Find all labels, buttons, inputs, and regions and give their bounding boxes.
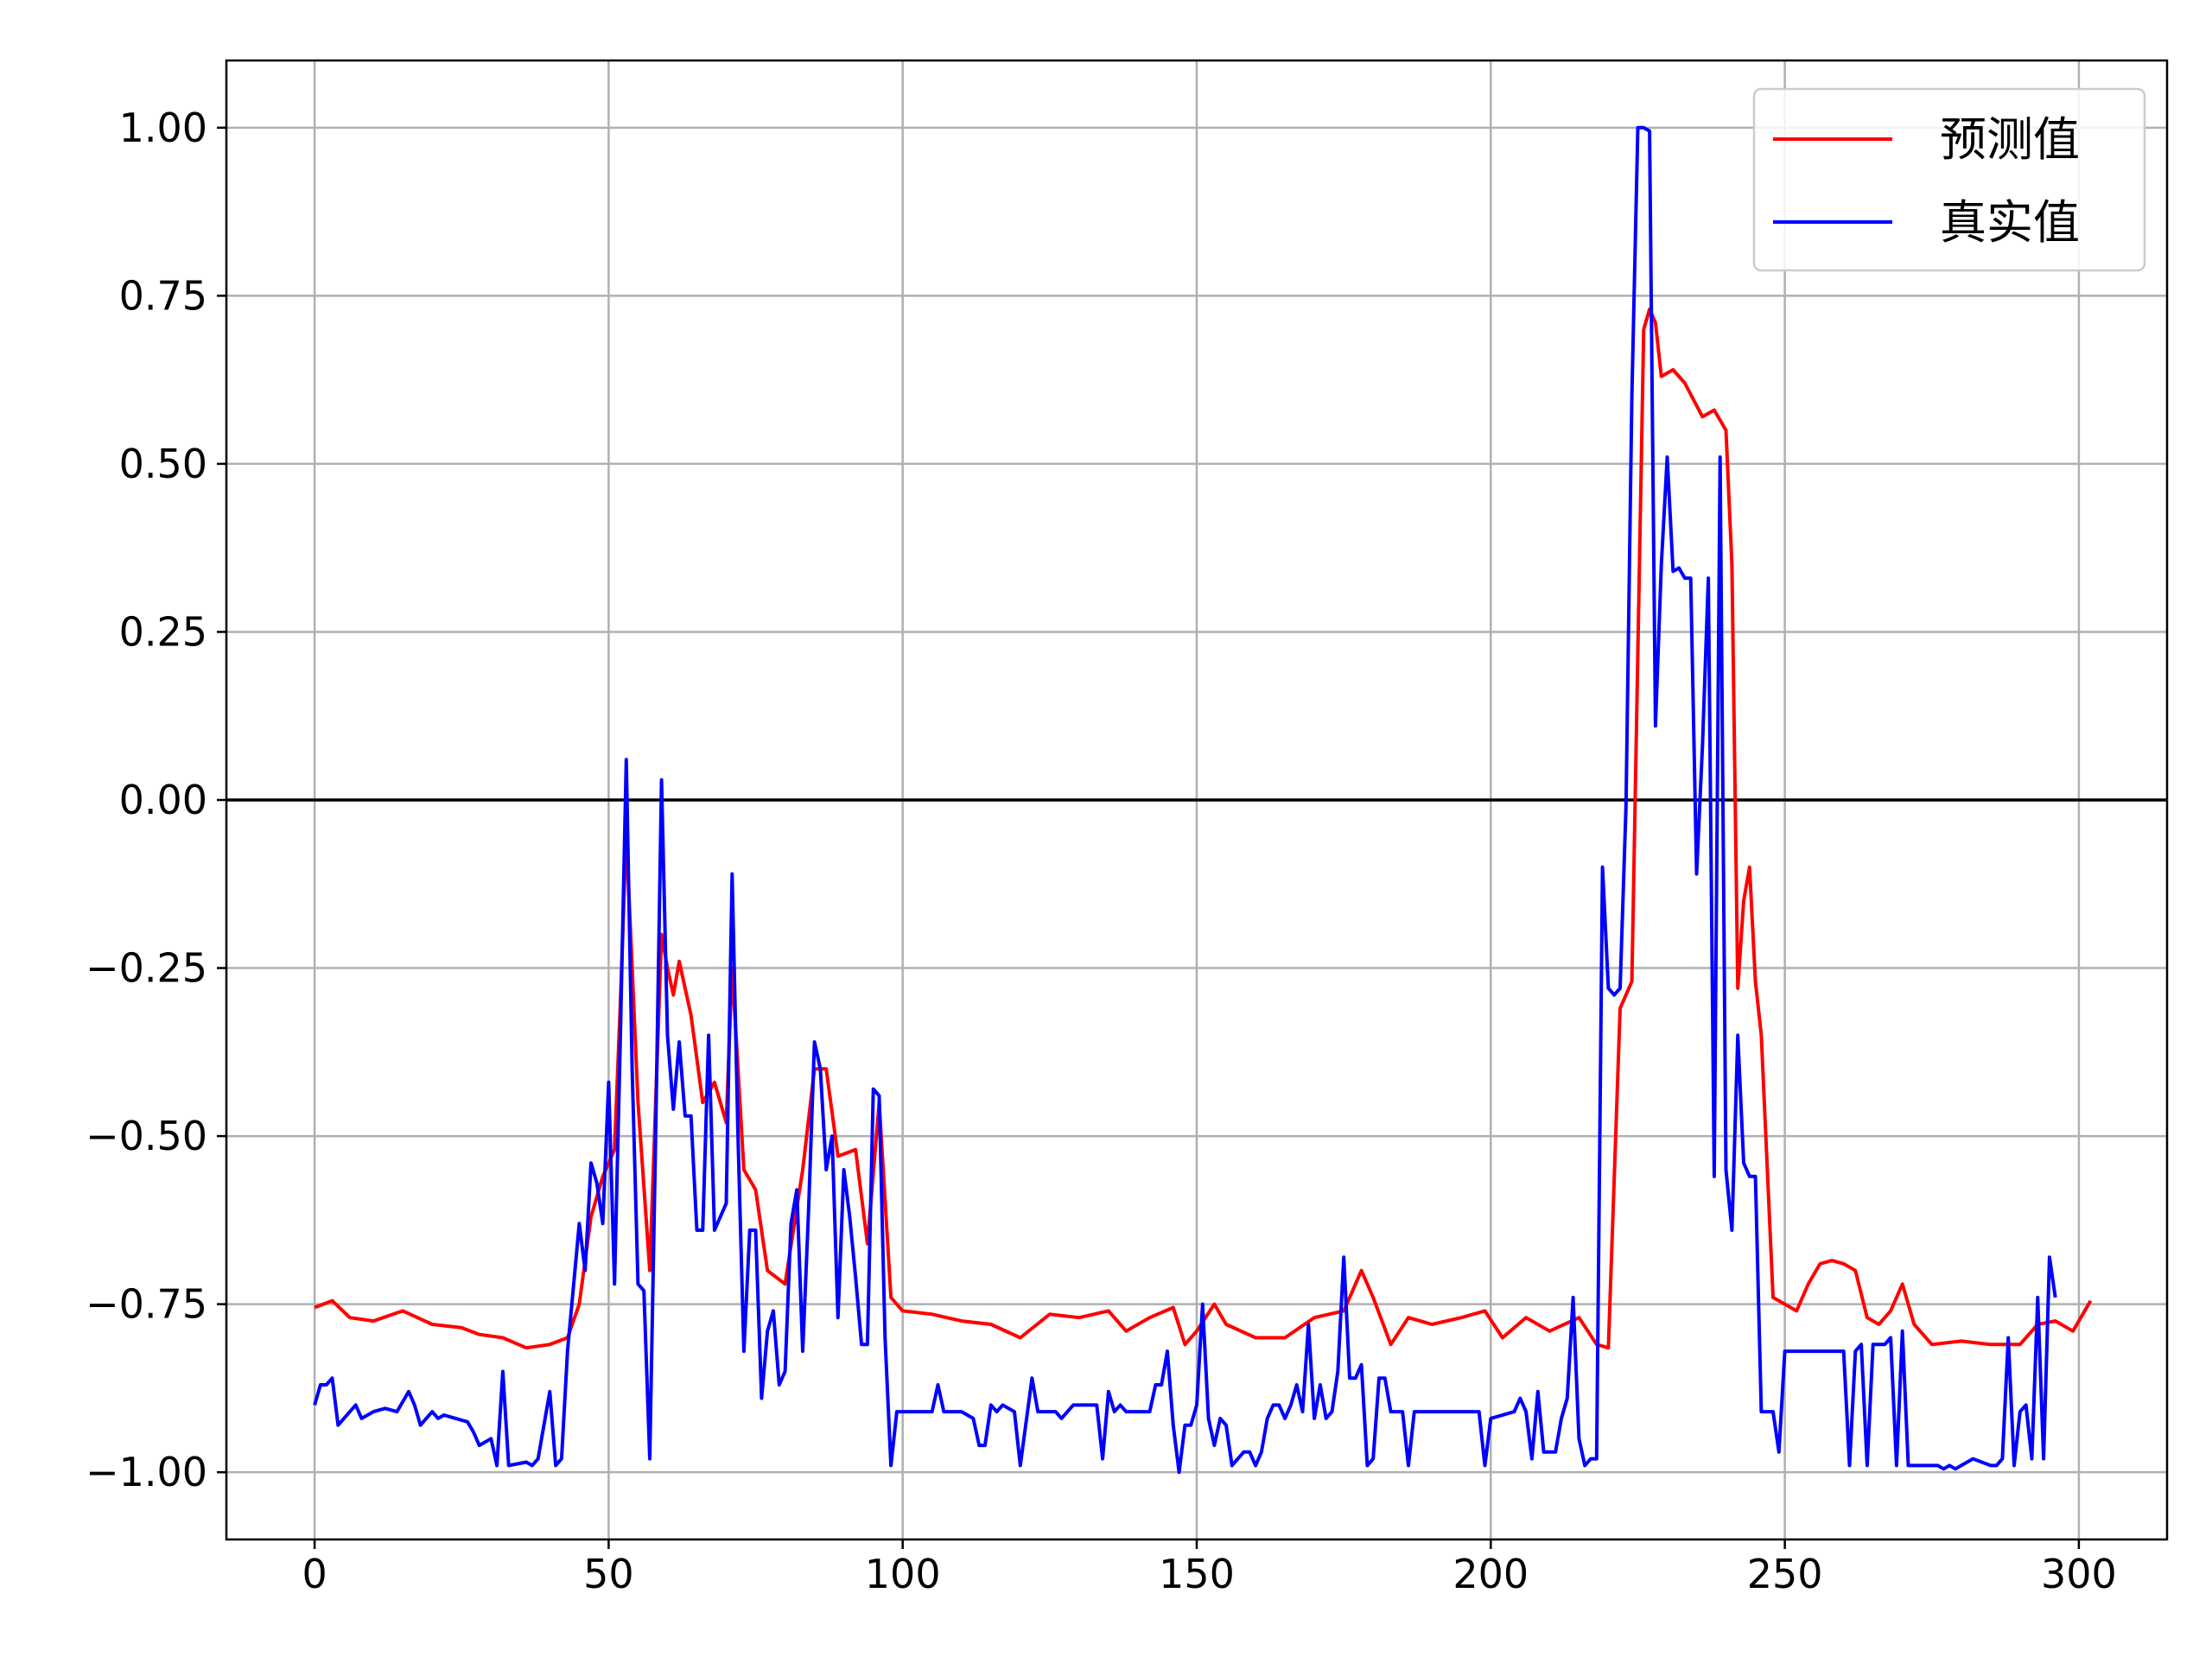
x-tick-label: 0: [302, 1551, 327, 1597]
legend-box: [1752, 87, 2146, 272]
y-tick-label: 1.00: [119, 105, 207, 151]
y-tick-label: 0.25: [119, 608, 207, 655]
x-tick-label: 50: [583, 1551, 634, 1597]
tick-marks: [217, 126, 2081, 1549]
x-tick-label: 200: [1452, 1551, 1529, 1597]
x-axis-tick-labels: 0 50 100 150 200 250 300: [302, 1551, 2116, 1597]
legend-label: 预测值: [1940, 112, 2080, 167]
x-tick-label: 100: [865, 1551, 941, 1597]
y-tick-label: −0.25: [86, 945, 207, 992]
y-tick-label: −0.75: [86, 1281, 207, 1328]
series-line-actual: [313, 125, 2057, 1475]
y-tick-label: −0.50: [86, 1113, 207, 1159]
grid-lines: [226, 60, 2167, 1539]
x-tick-label: 250: [1747, 1551, 1823, 1597]
y-tick-label: 0.50: [119, 441, 207, 487]
y-tick-label: −1.00: [86, 1449, 207, 1495]
y-axis-tick-labels: 1.00 0.75 0.50 0.25 0.00 −0.25 −0.50 −0.75 −1.00: [86, 105, 207, 1495]
legend-label: 真实值: [1940, 195, 2080, 250]
x-tick-label: 150: [1159, 1551, 1235, 1597]
series-line-predicted: [314, 307, 2093, 1350]
series-layer: [313, 125, 2093, 1475]
x-tick-label: 300: [2041, 1551, 2117, 1597]
y-tick-label: 0.75: [119, 272, 207, 319]
y-tick-label: 0.00: [119, 777, 207, 823]
